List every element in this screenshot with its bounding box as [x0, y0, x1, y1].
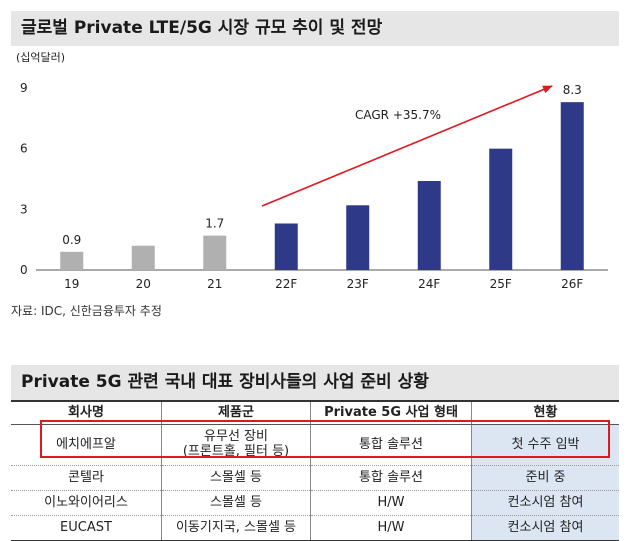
x-tick-label: 22F — [275, 277, 297, 291]
x-tick-label: 26F — [561, 277, 583, 291]
x-tick-label: 23F — [347, 277, 369, 291]
y-axis-unit-label: (십억달러) — [16, 51, 65, 64]
bars-group — [60, 102, 584, 271]
status-cell: 컨소시엄 참여 — [471, 515, 619, 541]
x-tick-label: 19 — [64, 277, 79, 291]
bar-chart: (십억달러) 0 3 6 9 19 20 21 22F 23F 24F 25F 26F 0.9 1.7… — [16, 51, 608, 291]
product-line-1: 유무선 장비 — [204, 429, 268, 445]
cagr-arrow — [261, 85, 553, 207]
status-cell: 첫 수주 임박 — [471, 424, 619, 466]
x-tick-label: 24F — [418, 277, 440, 291]
status-cell: 준비 중 — [471, 465, 619, 491]
company-cell: 콘텔라 — [11, 465, 162, 491]
product-cell: 유무선 장비 (프론트홀, 필터 등) — [161, 424, 311, 466]
bar-21 — [203, 235, 227, 270]
company-cell: 이노와이어리스 — [11, 490, 162, 516]
bar-22F — [274, 223, 298, 270]
bar-19 — [60, 251, 84, 270]
product-cell: 이동기지국, 스몰셀 등 — [161, 515, 311, 541]
bar-26F — [560, 102, 584, 271]
status-cell: 컨소시엄 참여 — [471, 490, 619, 516]
table-row: 콘텔라 스몰셀 등 통합 솔루션 준비 중 — [11, 465, 619, 491]
type-cell: 통합 솔루션 — [310, 424, 472, 466]
type-cell: H/W — [310, 490, 472, 516]
cagr-annotation: CAGR +35.7% — [355, 108, 441, 122]
y-tick-label: 6 — [20, 142, 28, 156]
y-tick-label: 9 — [20, 81, 28, 95]
bar-20 — [131, 245, 155, 270]
header-business-type: Private 5G 사업 형태 — [310, 400, 472, 425]
bar-data-label: 8.3 — [563, 83, 582, 97]
y-tick-label: 0 — [20, 263, 28, 277]
table-header-row: 회사명 제품군 Private 5G 사업 형태 현황 — [11, 400, 619, 425]
x-tick-label: 25F — [490, 277, 512, 291]
company-cell: EUCAST — [11, 515, 162, 541]
chart-section-title: 글로벌 Private LTE/5G 시장 규모 추이 및 전망 — [11, 11, 619, 46]
type-cell: 통합 솔루션 — [310, 465, 472, 491]
x-axis-labels: 19 20 21 22F 23F 24F 25F 26F — [64, 277, 583, 291]
y-tick-label: 3 — [20, 202, 28, 216]
table-row: 이노와이어리스 스몰셀 등 H/W 컨소시엄 참여 — [11, 490, 619, 516]
header-status: 현황 — [471, 400, 619, 425]
table-row: EUCAST 이동기지국, 스몰셀 등 H/W 컨소시엄 참여 — [11, 515, 619, 541]
x-tick-label: 20 — [136, 277, 151, 291]
header-company: 회사명 — [11, 400, 162, 425]
bar-data-label: 0.9 — [62, 233, 81, 247]
bar-24F — [417, 181, 441, 270]
type-cell: H/W — [310, 515, 472, 541]
equipment-vendors-table: 회사명 제품군 Private 5G 사업 형태 현황 에치에프알 유무선 장비… — [11, 400, 619, 541]
company-cell: 에치에프알 — [11, 424, 162, 466]
y-axis-ticks: 0 3 6 9 — [20, 81, 28, 277]
x-tick-label: 21 — [207, 277, 222, 291]
data-labels: 0.9 1.7 8.3 — [62, 83, 582, 247]
bar-23F — [346, 205, 370, 270]
product-line-2: (프론트홀, 필터 등) — [182, 444, 290, 459]
table-row: 에치에프알 유무선 장비 (프론트홀, 필터 등) 통합 솔루션 첫 수주 임박 — [11, 424, 619, 466]
product-cell: 스몰셀 등 — [161, 465, 311, 491]
bar-25F — [489, 148, 513, 270]
bar-data-label: 1.7 — [205, 217, 224, 231]
header-product: 제품군 — [161, 400, 311, 425]
table-section-title: Private 5G 관련 국내 대표 장비사들의 사업 준비 상황 — [11, 365, 619, 400]
product-cell: 스몰셀 등 — [161, 490, 311, 516]
chart-source: 자료: IDC, 신한금융투자 추정 — [11, 304, 162, 318]
